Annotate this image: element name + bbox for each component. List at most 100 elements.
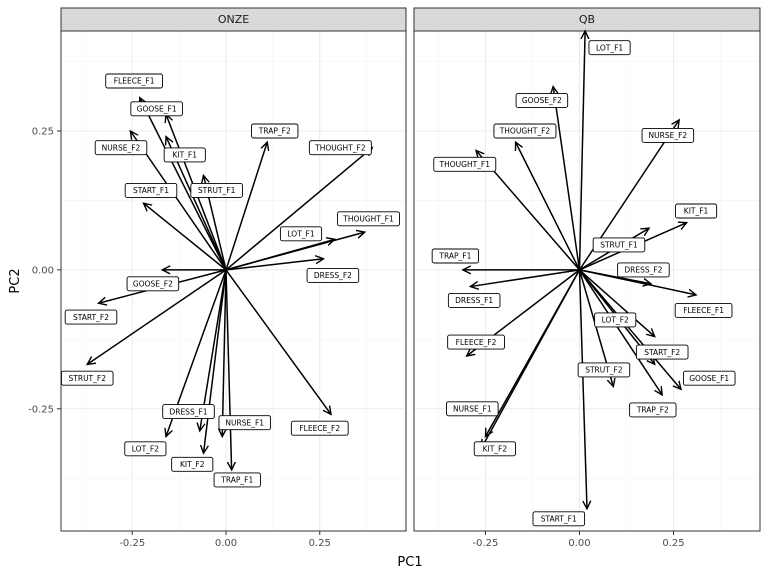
label-fleece-f2: FLEECE_F2 [299, 424, 340, 433]
loading-arrow-trap-f2 [225, 142, 267, 271]
loading-arrow-goose-f1 [578, 269, 681, 389]
x-tick-label: 0.00 [215, 538, 237, 549]
label-box [515, 92, 569, 108]
label-dress-f1: DRESS_F1 [455, 296, 493, 305]
y-tick-label: 0.00 [32, 265, 54, 276]
loading-arrow-fleece-f1 [579, 269, 696, 295]
label-trap-f1: TRAP_F1 [438, 252, 471, 261]
label-box [675, 203, 718, 219]
label-box [130, 101, 183, 117]
label-box [64, 309, 118, 325]
label-fleece-f2: FLEECE_F2 [456, 338, 497, 347]
loading-arrow-nurse-f1 [222, 269, 226, 437]
label-strut-f2: STRUT_F2 [69, 374, 107, 383]
label-trap-f2: TRAP_F2 [636, 406, 669, 415]
label-fleece-f1: FLEECE_F1 [114, 77, 155, 86]
label-box [532, 511, 586, 527]
label-goose-f2: GOOSE_F2 [522, 96, 562, 105]
label-goose-f2: GOOSE_F2 [133, 279, 173, 288]
label-box [162, 404, 215, 420]
label-lot-f1: LOT_F1 [287, 229, 314, 238]
loading-arrows [463, 31, 696, 509]
loading-arrow-trap-f2 [578, 269, 662, 395]
label-box [126, 276, 180, 292]
loading-arrow-kit-f2 [482, 269, 581, 448]
x-tick-label: -0.25 [473, 538, 499, 549]
label-dress-f2: DRESS_F2 [624, 266, 662, 275]
label-start-f2: START_F2 [644, 348, 680, 357]
label-box [433, 156, 497, 172]
loading-labels: FLEECE_F1 GOOSE_F1 KIT_F1 NURSE_F2 TRAP_F2 TH… [61, 73, 400, 488]
label-box [124, 182, 178, 198]
label-box [124, 441, 167, 457]
label-box [190, 182, 243, 198]
loading-arrow-start-f1 [578, 269, 587, 509]
label-box [61, 370, 114, 386]
label-trap-f1: TRAP_F1 [220, 476, 253, 485]
label-lot-f2: LOT_F2 [132, 444, 159, 453]
label-lot-f1: LOT_F1 [596, 43, 623, 52]
label-box [594, 312, 637, 328]
label-box [682, 370, 736, 386]
label-trap-f2: TRAP_F2 [258, 127, 291, 136]
label-start-f1: START_F1 [133, 186, 169, 195]
loading-arrow-start-f1 [144, 203, 227, 271]
x-tick-label: -0.25 [119, 538, 145, 549]
x-tick-label: 0.25 [662, 538, 684, 549]
label-box [251, 123, 299, 139]
loading-labels: LOT_F1 GOOSE_F2 THOUGHT_F2 NURSE_F2 THOUGHT_… [431, 40, 736, 527]
label-nurse-f1: NURSE_F1 [225, 418, 264, 427]
label-nurse-f2: NURSE_F2 [649, 131, 688, 140]
loading-arrow-lot-f1 [578, 31, 585, 270]
loading-arrow-goose-f2 [553, 87, 581, 270]
loading-arrow-fleece-f1 [140, 98, 227, 271]
label-goose-f1: GOOSE_F1 [689, 374, 729, 383]
label-box [308, 140, 372, 156]
loading-arrow-trap-f1 [225, 269, 232, 470]
label-box [105, 73, 163, 89]
label-dress-f2: DRESS_F2 [314, 271, 352, 280]
loading-arrow-thought-f2 [225, 148, 372, 271]
label-box [218, 415, 271, 431]
x-axis-title: PC1 [397, 555, 422, 570]
label-box [94, 140, 148, 156]
label-dress-f1: DRESS_F1 [169, 407, 207, 416]
label-box [279, 226, 323, 242]
loading-arrow-lot-f2 [578, 269, 654, 337]
label-strut-f1: STRUT_F1 [600, 241, 638, 250]
label-goose-f1: GOOSE_F1 [137, 104, 177, 113]
label-box [213, 472, 261, 488]
label-box [641, 127, 695, 143]
label-box [588, 40, 631, 56]
panel-onze: ONZE -0.25 0.00 0.25 -0.25 0.00 0.25 FLEECE_F1 G… [28, 7, 407, 549]
label-kit-f2: KIT_F2 [180, 460, 205, 469]
loading-arrow-fleece-f2 [225, 269, 331, 414]
loading-arrow-dress-f2 [225, 259, 324, 271]
label-box [171, 456, 214, 472]
loading-arrow-lot-f1 [225, 239, 335, 271]
loading-arrow-kit-f2 [204, 269, 227, 453]
panel-title: QB [579, 13, 595, 26]
label-kit-f1: KIT_F1 [172, 151, 197, 160]
label-kit-f2: KIT_F2 [483, 444, 508, 453]
label-box [674, 302, 733, 318]
label-box [473, 441, 516, 457]
label-strut-f2: STRUT_F2 [585, 366, 623, 375]
label-box [290, 420, 349, 436]
label-box [592, 237, 646, 253]
label-lot-f2: LOT_F2 [602, 316, 629, 325]
y-tick-label: -0.25 [28, 404, 54, 415]
label-fleece-f1: FLEECE_F1 [683, 306, 724, 315]
label-nurse-f2: NURSE_F2 [102, 143, 141, 152]
panel-title: ONZE [218, 13, 249, 26]
y-axis-title: PC2 [8, 268, 23, 293]
label-thought-f1: THOUGHT_F1 [439, 160, 491, 169]
label-box [635, 344, 689, 360]
label-box [629, 402, 677, 418]
label-box [447, 334, 505, 350]
label-box [306, 267, 360, 283]
label-box [163, 147, 206, 163]
y-tick-label: 0.25 [32, 127, 54, 138]
label-box [493, 123, 557, 139]
